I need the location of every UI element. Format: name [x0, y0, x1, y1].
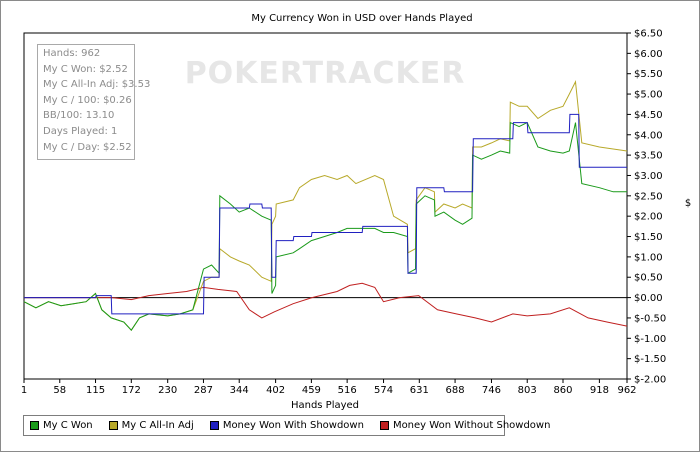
x-axis-label: Hands Played [291, 400, 359, 411]
stat-won: My C Won: $2.52 [43, 63, 128, 75]
series-line-my-c-won [23, 121, 627, 332]
y-tick-label: $-0.50 [634, 313, 666, 324]
y-tick-label: $3.00 [634, 171, 663, 182]
y-tick-label: $0.00 [634, 293, 663, 304]
legend-label: My C All-In Adj [121, 420, 194, 431]
y-tick-label: $-1.00 [634, 334, 666, 345]
legend: My C Won My C All-In Adj Money Won With … [23, 415, 550, 436]
y-tick-label: $6.00 [634, 49, 663, 60]
series-line-money-won-without-showdown [24, 282, 628, 327]
y-axis-label: $ [685, 198, 691, 209]
x-tick-label: 962 [617, 385, 636, 396]
x-tick-label: 688 [446, 385, 465, 396]
stat-allin-adj: My C All-In Adj: $3.53 [43, 79, 151, 91]
x-tick-label: 58 [53, 385, 66, 396]
y-tick-label: $2.00 [634, 212, 663, 223]
x-tick-label: 918 [590, 385, 609, 396]
legend-item-with-showdown[interactable]: Money Won With Showdown [209, 420, 364, 431]
legend-swatch [209, 421, 219, 430]
legend-swatch [379, 421, 389, 430]
legend-label: Money Won With Showdown [222, 420, 364, 431]
legend-item-all-in-adj[interactable]: My C All-In Adj [108, 420, 194, 431]
y-tick-label: $4.00 [634, 130, 663, 141]
stat-per-100: My C / 100: $0.26 [43, 94, 132, 106]
x-tick-label: 287 [194, 385, 213, 396]
x-tick-label: 230 [158, 385, 177, 396]
x-tick-label: 574 [374, 385, 393, 396]
chart-title: My Currency Won in USD over Hands Played [251, 13, 472, 24]
y-tick-label: $2.50 [634, 191, 663, 202]
y-tick-label: $1.00 [634, 252, 663, 263]
y-tick-label: $6.50 [634, 29, 663, 40]
x-tick-label: 344 [230, 385, 249, 396]
stat-days-played: Days Played: 1 [43, 125, 118, 137]
legend-item-my-c-won[interactable]: My C Won [30, 420, 93, 431]
x-tick-label: 402 [266, 385, 285, 396]
legend-item-without-showdown[interactable]: Money Won Without Showdown [379, 420, 551, 431]
stats-box: Hands: 962 My C Won: $2.52 My C All-In A… [37, 44, 151, 160]
x-tick-label: 803 [518, 385, 537, 396]
legend-swatch [108, 421, 118, 430]
legend-label: My C Won [43, 420, 93, 431]
y-tick-label: $5.00 [634, 90, 663, 101]
x-tick-label: 860 [553, 385, 572, 396]
x-tick-label: 172 [122, 385, 141, 396]
y-tick-label: $3.50 [634, 151, 663, 162]
x-tick-label: 459 [302, 385, 321, 396]
y-tick-label: $-2.00 [634, 375, 666, 386]
y-tick-label: $5.50 [634, 69, 663, 80]
stat-per-day: My C / Day: $2.52 [43, 141, 132, 153]
x-tick-label: 1 [21, 385, 27, 396]
legend-label: Money Won Without Showdown [392, 420, 551, 431]
y-tick-label: $-1.50 [634, 354, 666, 365]
y-tick-label: $0.50 [634, 273, 663, 284]
y-tick-label: $4.50 [634, 110, 663, 121]
watermark-logo: POKERTRACKER [185, 56, 466, 91]
y-tick-label: $1.50 [634, 232, 663, 243]
series-line-money-won-with-showdown [24, 113, 627, 315]
stat-hands: Hands: 962 [43, 48, 101, 59]
x-tick-label: 631 [410, 385, 429, 396]
legend-swatch [30, 421, 39, 430]
plot-area [23, 32, 628, 380]
x-tick-label: 115 [86, 385, 105, 396]
stat-bb-100: BB/100: 13.10 [43, 110, 115, 122]
x-tick-label: 516 [338, 385, 357, 396]
x-tick-label: 746 [482, 385, 501, 396]
